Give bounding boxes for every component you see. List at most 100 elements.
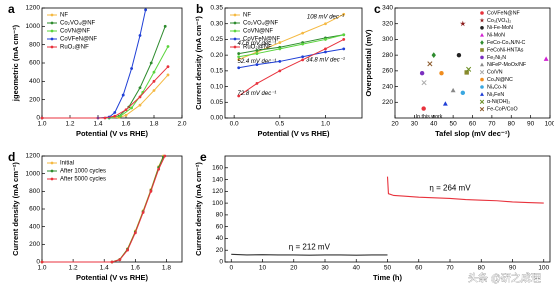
panel-label: d (8, 150, 15, 164)
data-point (103, 116, 107, 120)
legend-marker (480, 77, 484, 82)
data-point (138, 34, 142, 37)
data-point (278, 60, 282, 63)
data-point (163, 24, 167, 28)
legend-label: Fe₂Ni₂N (487, 55, 506, 61)
legend-label: Co₂VO₄@NF (243, 21, 279, 27)
legend-marker (50, 161, 54, 165)
legend-label: CoVN@NF (60, 29, 90, 35)
panel-label: a (8, 2, 15, 16)
panel-label: b (196, 2, 203, 16)
y-tick-label: 0.15 (210, 68, 223, 75)
legend-label: CoVFeN@NF (487, 10, 521, 16)
data-point (456, 52, 462, 58)
data-point (459, 20, 466, 27)
data-point (141, 211, 145, 214)
data-point (431, 52, 436, 59)
y-axis-title: Overpotential (mV) (364, 29, 373, 97)
x-tick-label: 1.2 (65, 121, 74, 128)
data-point (342, 12, 346, 16)
data-point (301, 58, 305, 62)
y-tick-label: 400 (29, 78, 40, 85)
data-point (119, 114, 122, 118)
y-tick-label: 80 (216, 212, 224, 219)
legend-marker (479, 99, 485, 104)
legend-marker (50, 37, 54, 41)
y-axis-title: jgeometric (mA cm⁻²) (11, 24, 20, 102)
series-line (238, 34, 344, 55)
series-annotation: 72.8 mV dec⁻¹ (238, 91, 277, 97)
series-annotation: η = 212 mV (289, 242, 331, 251)
y-tick-label: 0 (36, 259, 40, 266)
plot-frame (224, 7, 363, 119)
data-point (427, 61, 433, 67)
legend-label: NF (243, 13, 251, 19)
legend-marker (480, 62, 484, 67)
y-tick-label: 0 (36, 115, 40, 122)
x-tick-label: 0 (229, 265, 233, 272)
series-annotation: 34.8 mV dec⁻¹ (306, 58, 345, 64)
data-point (166, 45, 170, 48)
legend-label: Ni-Fe-MoN (487, 25, 513, 31)
data-point (149, 189, 153, 193)
data-point (450, 87, 456, 93)
x-tick-label: 1.6 (131, 265, 140, 272)
watermark: 头条 @研之成理 (468, 272, 541, 285)
y-tick-label: 240 (382, 83, 393, 90)
data-point (421, 106, 426, 111)
series-line (386, 176, 544, 204)
x-tick-label: 50 (450, 121, 458, 128)
data-point (255, 63, 259, 66)
y-tick-label: 280 (382, 52, 393, 59)
data-point (130, 67, 134, 70)
legend-label: After 1000 cycles (60, 169, 106, 175)
x-tick-label: 100 (545, 121, 554, 128)
data-point (419, 71, 425, 76)
legend-marker (50, 29, 54, 33)
x-tick-label: 70 (446, 265, 454, 272)
y-tick-label: 1200 (26, 5, 41, 12)
x-axis-title: Tafel slop (mV dec⁻¹) (435, 129, 510, 138)
data-point (121, 93, 125, 97)
annotation: In this work (416, 114, 443, 120)
data-point (324, 38, 327, 41)
data-point (278, 69, 282, 73)
data-point (278, 41, 282, 44)
series-annotation: η = 264 mV (429, 184, 471, 193)
y-tick-label: 600 (29, 60, 40, 67)
data-point (152, 79, 156, 83)
legend-label: Co₄N@NC (487, 77, 513, 83)
x-tick-label: 90 (509, 265, 517, 272)
legend-label: RuO₂@NF (60, 45, 89, 51)
x-axis-title: Time (h) (373, 273, 403, 282)
data-point (152, 70, 156, 74)
y-tick-label: 400 (29, 223, 40, 230)
data-point (464, 70, 469, 75)
y-tick-label: 0.30 (210, 20, 223, 27)
data-point (130, 106, 134, 110)
legend-marker (233, 29, 237, 33)
legend-label: FeCoNi-HNTAs (487, 47, 524, 53)
legend-marker (50, 45, 54, 49)
x-tick-label: 1.0 (37, 265, 46, 272)
y-tick-label: 0.20 (210, 52, 223, 59)
x-tick-label: 70 (488, 121, 496, 128)
data-point (40, 260, 44, 264)
x-axis-title: Potential (V vs RHE) (76, 273, 149, 282)
x-tick-label: 1.0 (321, 121, 330, 128)
y-tick-label: 800 (29, 188, 40, 195)
y-tick-label: 0.25 (210, 36, 223, 43)
data-point (466, 66, 472, 72)
legend-marker (233, 45, 237, 49)
data-point (421, 80, 427, 86)
data-point (149, 61, 153, 65)
y-tick-label: 0.10 (210, 83, 223, 90)
data-point (124, 108, 128, 112)
legend-label: NF (60, 13, 68, 19)
x-tick-label: 1.4 (100, 265, 109, 272)
data-point (138, 103, 142, 107)
legend-label: Fe-CoP/CoO (487, 107, 518, 113)
data-point (324, 50, 327, 54)
y-tick-label: 140 (212, 176, 223, 183)
